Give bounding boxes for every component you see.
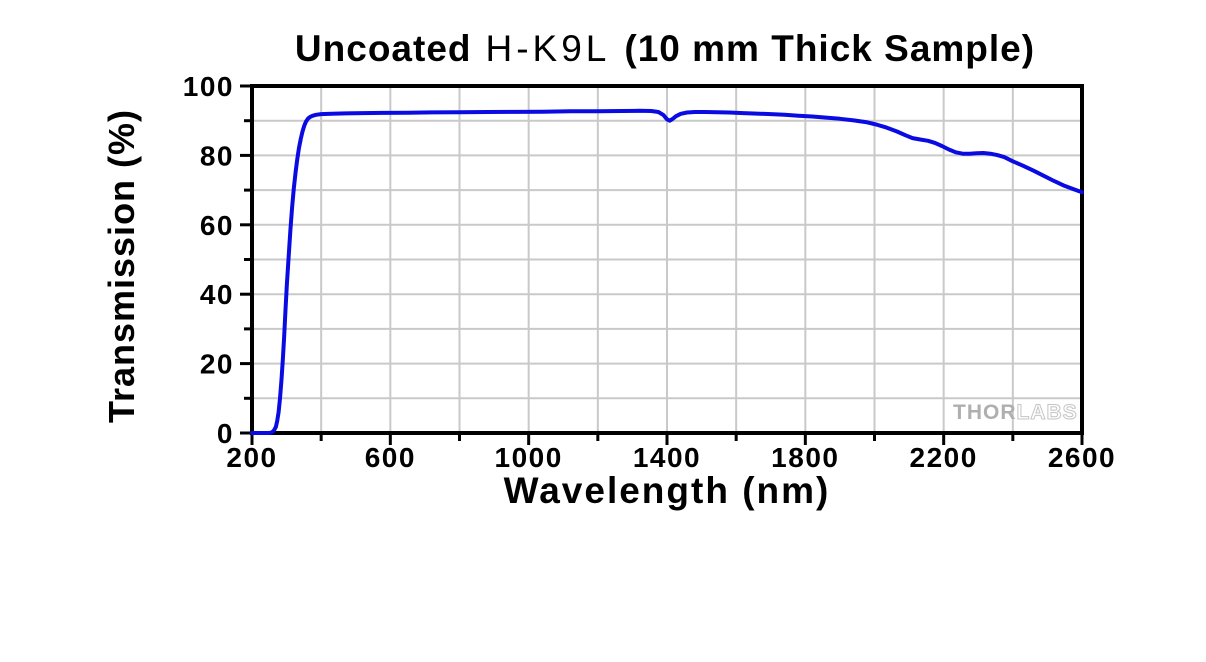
x-tick-label: 200 — [226, 442, 277, 473]
watermark-labs: LABS — [1016, 401, 1078, 425]
x-tick-label: 600 — [365, 442, 416, 473]
x-tick-label: 1000 — [495, 442, 563, 473]
y-tick-label: 60 — [200, 210, 234, 241]
x-tick-label: 1800 — [771, 442, 839, 473]
x-axis-label: Wavelength (nm) — [503, 470, 831, 511]
x-tick-label: 1400 — [633, 442, 701, 473]
x-tick-label: 2600 — [1048, 442, 1116, 473]
y-tick-label: 100 — [183, 71, 234, 102]
title-prefix: Uncoated — [294, 28, 472, 69]
watermark-thor: THOR — [953, 401, 1017, 424]
plot-frame — [250, 84, 1084, 435]
y-tick-label: 40 — [200, 279, 234, 310]
y-tick-label: 0 — [217, 418, 234, 449]
thorlabs-watermark: THORLABS — [953, 401, 1078, 425]
x-tick-label: 2200 — [910, 442, 978, 473]
y-tick-label: 80 — [200, 140, 234, 171]
chart-title: Uncoated H-K9L (10 mm Thick Sample) — [160, 28, 1170, 70]
title-material: H-K9L — [485, 28, 611, 69]
transmission-curve — [250, 108, 1084, 435]
title-suffix: (10 mm Thick Sample) — [624, 28, 1036, 69]
y-tick-label: 20 — [200, 349, 234, 380]
